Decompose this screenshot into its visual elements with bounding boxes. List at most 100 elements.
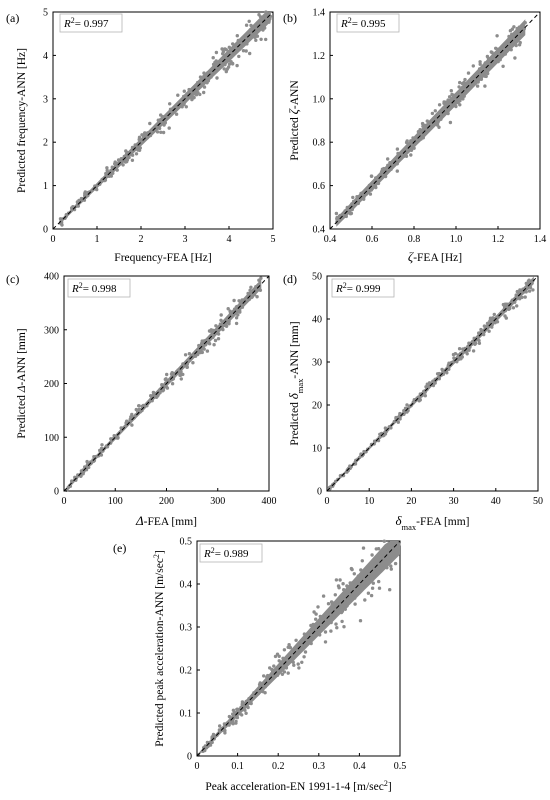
scatter-point bbox=[235, 707, 240, 711]
scatter-point bbox=[257, 278, 261, 282]
reference-line bbox=[63, 275, 270, 492]
scatter-point bbox=[223, 731, 227, 735]
scatter-point bbox=[345, 584, 349, 588]
scatter-point bbox=[307, 636, 311, 641]
scatter-point bbox=[104, 444, 109, 448]
scatter-point bbox=[466, 344, 470, 348]
scatter-point bbox=[224, 48, 228, 52]
scatter-point bbox=[264, 10, 268, 14]
scatter-point bbox=[466, 88, 470, 92]
scatter-point bbox=[366, 591, 371, 595]
scatter-point bbox=[79, 196, 84, 201]
scatter-point bbox=[477, 67, 482, 71]
scatter-point bbox=[435, 123, 440, 127]
scatter-point bbox=[322, 618, 326, 623]
scatter-point bbox=[360, 191, 364, 195]
scatter-point bbox=[477, 341, 482, 345]
scatter-point bbox=[450, 360, 454, 365]
scatter-point bbox=[487, 329, 491, 333]
x-tick-label: 0.5 bbox=[394, 761, 407, 772]
scatter-point bbox=[224, 69, 228, 74]
scatter-point bbox=[244, 35, 248, 40]
scatter-point bbox=[252, 293, 257, 297]
scatter-point bbox=[99, 446, 104, 451]
scatter-point bbox=[297, 641, 302, 645]
scatter-point bbox=[467, 348, 471, 352]
x-tick-label: 0 bbox=[51, 234, 56, 245]
scatter-point bbox=[83, 190, 88, 194]
scatter-point bbox=[477, 331, 481, 335]
scatter-point bbox=[396, 420, 400, 424]
scatter-point bbox=[211, 62, 216, 67]
scatter-point bbox=[244, 711, 248, 715]
y-tick-label: 0.5 bbox=[180, 537, 193, 548]
scatter-point bbox=[255, 295, 259, 299]
scatter-point bbox=[478, 62, 482, 66]
scatter-point bbox=[517, 25, 521, 29]
scatter-point bbox=[130, 145, 135, 150]
scatter-point bbox=[250, 26, 255, 31]
scatter-point bbox=[386, 163, 390, 167]
scatter-point bbox=[227, 62, 232, 66]
scatter-point bbox=[237, 54, 241, 59]
scatter-point bbox=[440, 367, 444, 372]
scatter-point bbox=[182, 89, 186, 93]
scatter-point bbox=[421, 136, 425, 140]
scatter-point bbox=[440, 112, 445, 116]
scatter-point bbox=[275, 652, 280, 656]
scatter-point bbox=[363, 581, 367, 585]
y-tick-label: 3 bbox=[43, 94, 48, 105]
scatter-point bbox=[191, 361, 195, 365]
scatter-point bbox=[398, 411, 402, 416]
scatter-point bbox=[505, 307, 509, 311]
scatter-point bbox=[524, 290, 528, 294]
scatter-point bbox=[324, 611, 329, 616]
scatter-point bbox=[402, 154, 406, 158]
y-tick-label: 0.4 bbox=[180, 580, 193, 591]
plot-frame bbox=[52, 11, 274, 230]
scatter-point bbox=[512, 25, 516, 29]
scatter-point bbox=[190, 97, 194, 102]
scatter-point bbox=[467, 80, 471, 84]
scatter-point bbox=[130, 153, 135, 157]
scatter-point bbox=[165, 372, 169, 377]
scatter-point bbox=[475, 84, 480, 88]
scatter-point bbox=[372, 442, 376, 446]
scatter-point bbox=[235, 715, 240, 720]
scatter-point bbox=[181, 362, 185, 366]
scatter-point bbox=[487, 63, 492, 68]
scatter-point bbox=[365, 569, 370, 573]
scatter-point bbox=[396, 151, 400, 156]
scatter-point bbox=[161, 130, 166, 135]
scatter-point bbox=[345, 587, 350, 592]
scatter-point bbox=[382, 563, 386, 568]
scatter-point bbox=[291, 648, 295, 653]
y-tick-label: 30 bbox=[312, 358, 322, 369]
scatter-point bbox=[528, 285, 533, 290]
scatter-point bbox=[361, 546, 366, 550]
scatter-point bbox=[478, 60, 482, 64]
scatter-point bbox=[460, 85, 465, 90]
scatter-point bbox=[531, 288, 535, 292]
y-tick-label: 400 bbox=[44, 272, 59, 283]
scatter-point bbox=[357, 198, 361, 202]
scatter-point bbox=[469, 341, 474, 345]
scatter-point bbox=[113, 160, 117, 164]
scatter-point bbox=[489, 50, 493, 54]
scatter-point bbox=[364, 189, 368, 193]
reference-line bbox=[326, 275, 539, 492]
scatter-point bbox=[182, 94, 186, 99]
y-tick-label: 0 bbox=[317, 487, 322, 498]
x-tick-label: 0 bbox=[62, 496, 67, 507]
scatter-point bbox=[229, 60, 233, 64]
scatter-point bbox=[473, 81, 478, 85]
scatter-point bbox=[169, 372, 174, 376]
scatter-point bbox=[176, 93, 180, 97]
scatter-point bbox=[275, 673, 280, 677]
scatter-point bbox=[160, 117, 164, 121]
scatter-point bbox=[225, 52, 229, 56]
scatter-point bbox=[306, 632, 310, 636]
scatter-point bbox=[330, 600, 334, 605]
scatter-point bbox=[422, 389, 426, 393]
scatter-point bbox=[518, 297, 522, 301]
